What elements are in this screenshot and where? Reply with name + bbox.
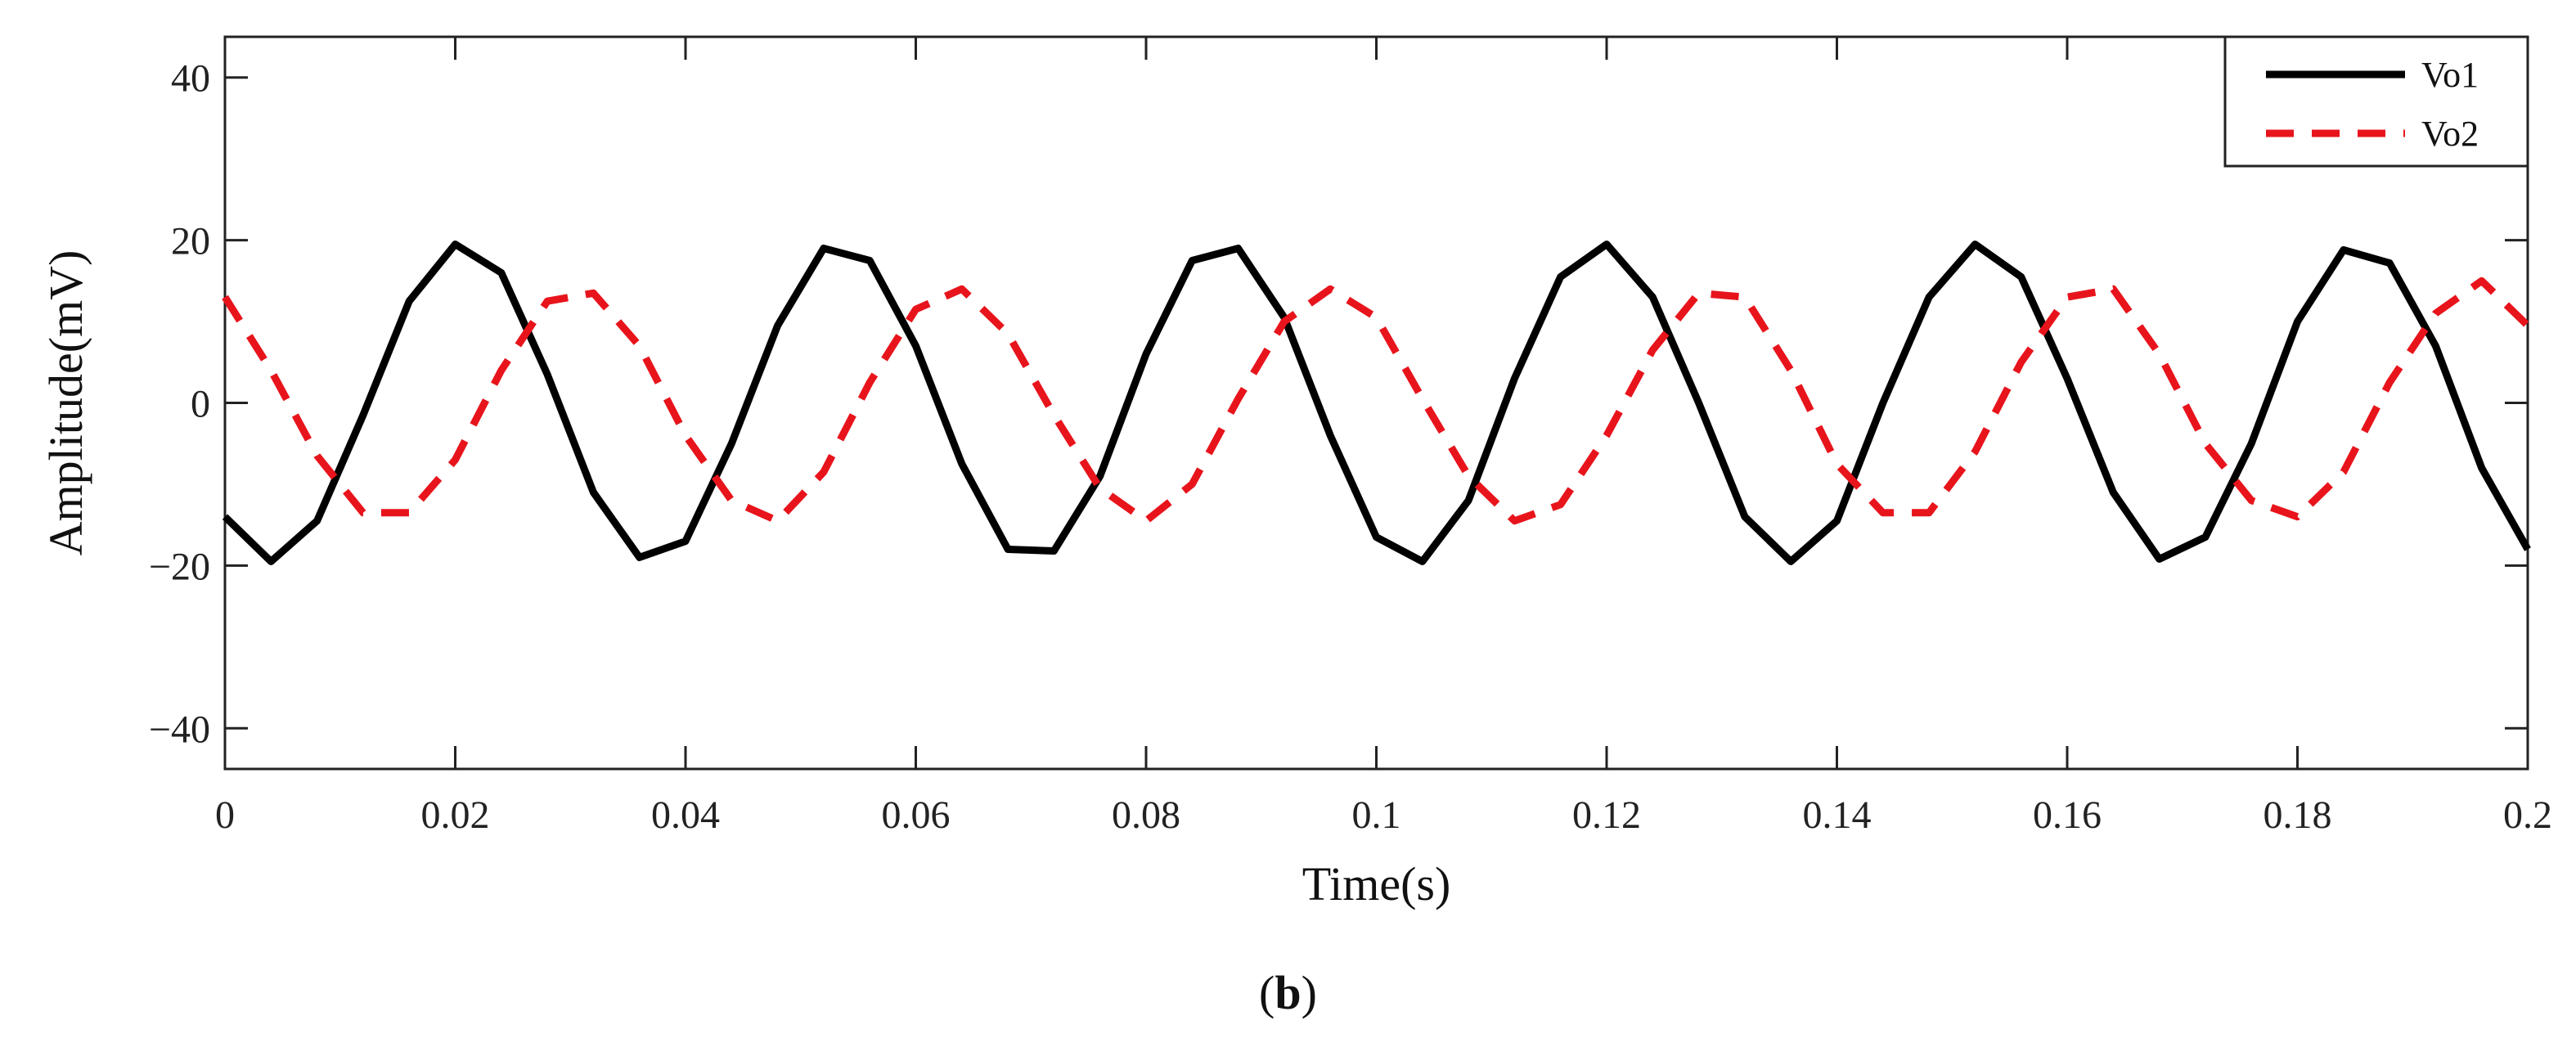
- y-tick-label: −40: [149, 708, 210, 751]
- y-axis-label: Amplitude(mV): [39, 250, 92, 556]
- x-tick-label: 0.12: [1572, 793, 1641, 837]
- plot-frame: [223, 35, 2529, 771]
- x-axis: 0 0.02 0.04 0.06 0.08 0.1 0.12 0.14 0.16 0.18 0.2: [215, 37, 2552, 837]
- x-tick-label: 0.16: [2033, 793, 2102, 837]
- x-tick-label: 0.08: [1112, 793, 1180, 837]
- y-tick-label: 40: [171, 57, 210, 101]
- legend-box: [2223, 35, 2529, 168]
- legend-label-vo2: Vo2: [2421, 114, 2479, 154]
- series-line-vo1: [222, 241, 2531, 565]
- y-axis: −40 −20 0 20 40: [149, 57, 2528, 751]
- x-tick-label: 0.04: [651, 793, 720, 837]
- y-tick-label: 0: [191, 383, 210, 426]
- x-tick-label: 0.06: [882, 793, 951, 837]
- x-tick-label: 0.02: [421, 793, 490, 837]
- caption-close: ): [1301, 966, 1317, 1019]
- x-tick-label: 0: [215, 793, 235, 837]
- y-tick-label: 20: [171, 220, 210, 263]
- caption-open: (: [1259, 966, 1275, 1019]
- y-tick-label: −20: [149, 545, 210, 588]
- plot-area: [222, 241, 2531, 565]
- series-line-vo2: [222, 276, 2531, 525]
- x-tick-label: 0.1: [1352, 793, 1401, 837]
- x-tick-label: 0.18: [2264, 793, 2332, 837]
- caption-label: b: [1275, 966, 1301, 1019]
- x-tick-label: 0.14: [1803, 793, 1872, 837]
- axes-frame: [223, 35, 2529, 771]
- x-tick-label: 0.2: [2503, 793, 2552, 837]
- legend-label-vo1: Vo1: [2421, 55, 2479, 95]
- x-axis-label: Time(s): [1302, 857, 1451, 910]
- figure-caption: (b): [0, 965, 2576, 1020]
